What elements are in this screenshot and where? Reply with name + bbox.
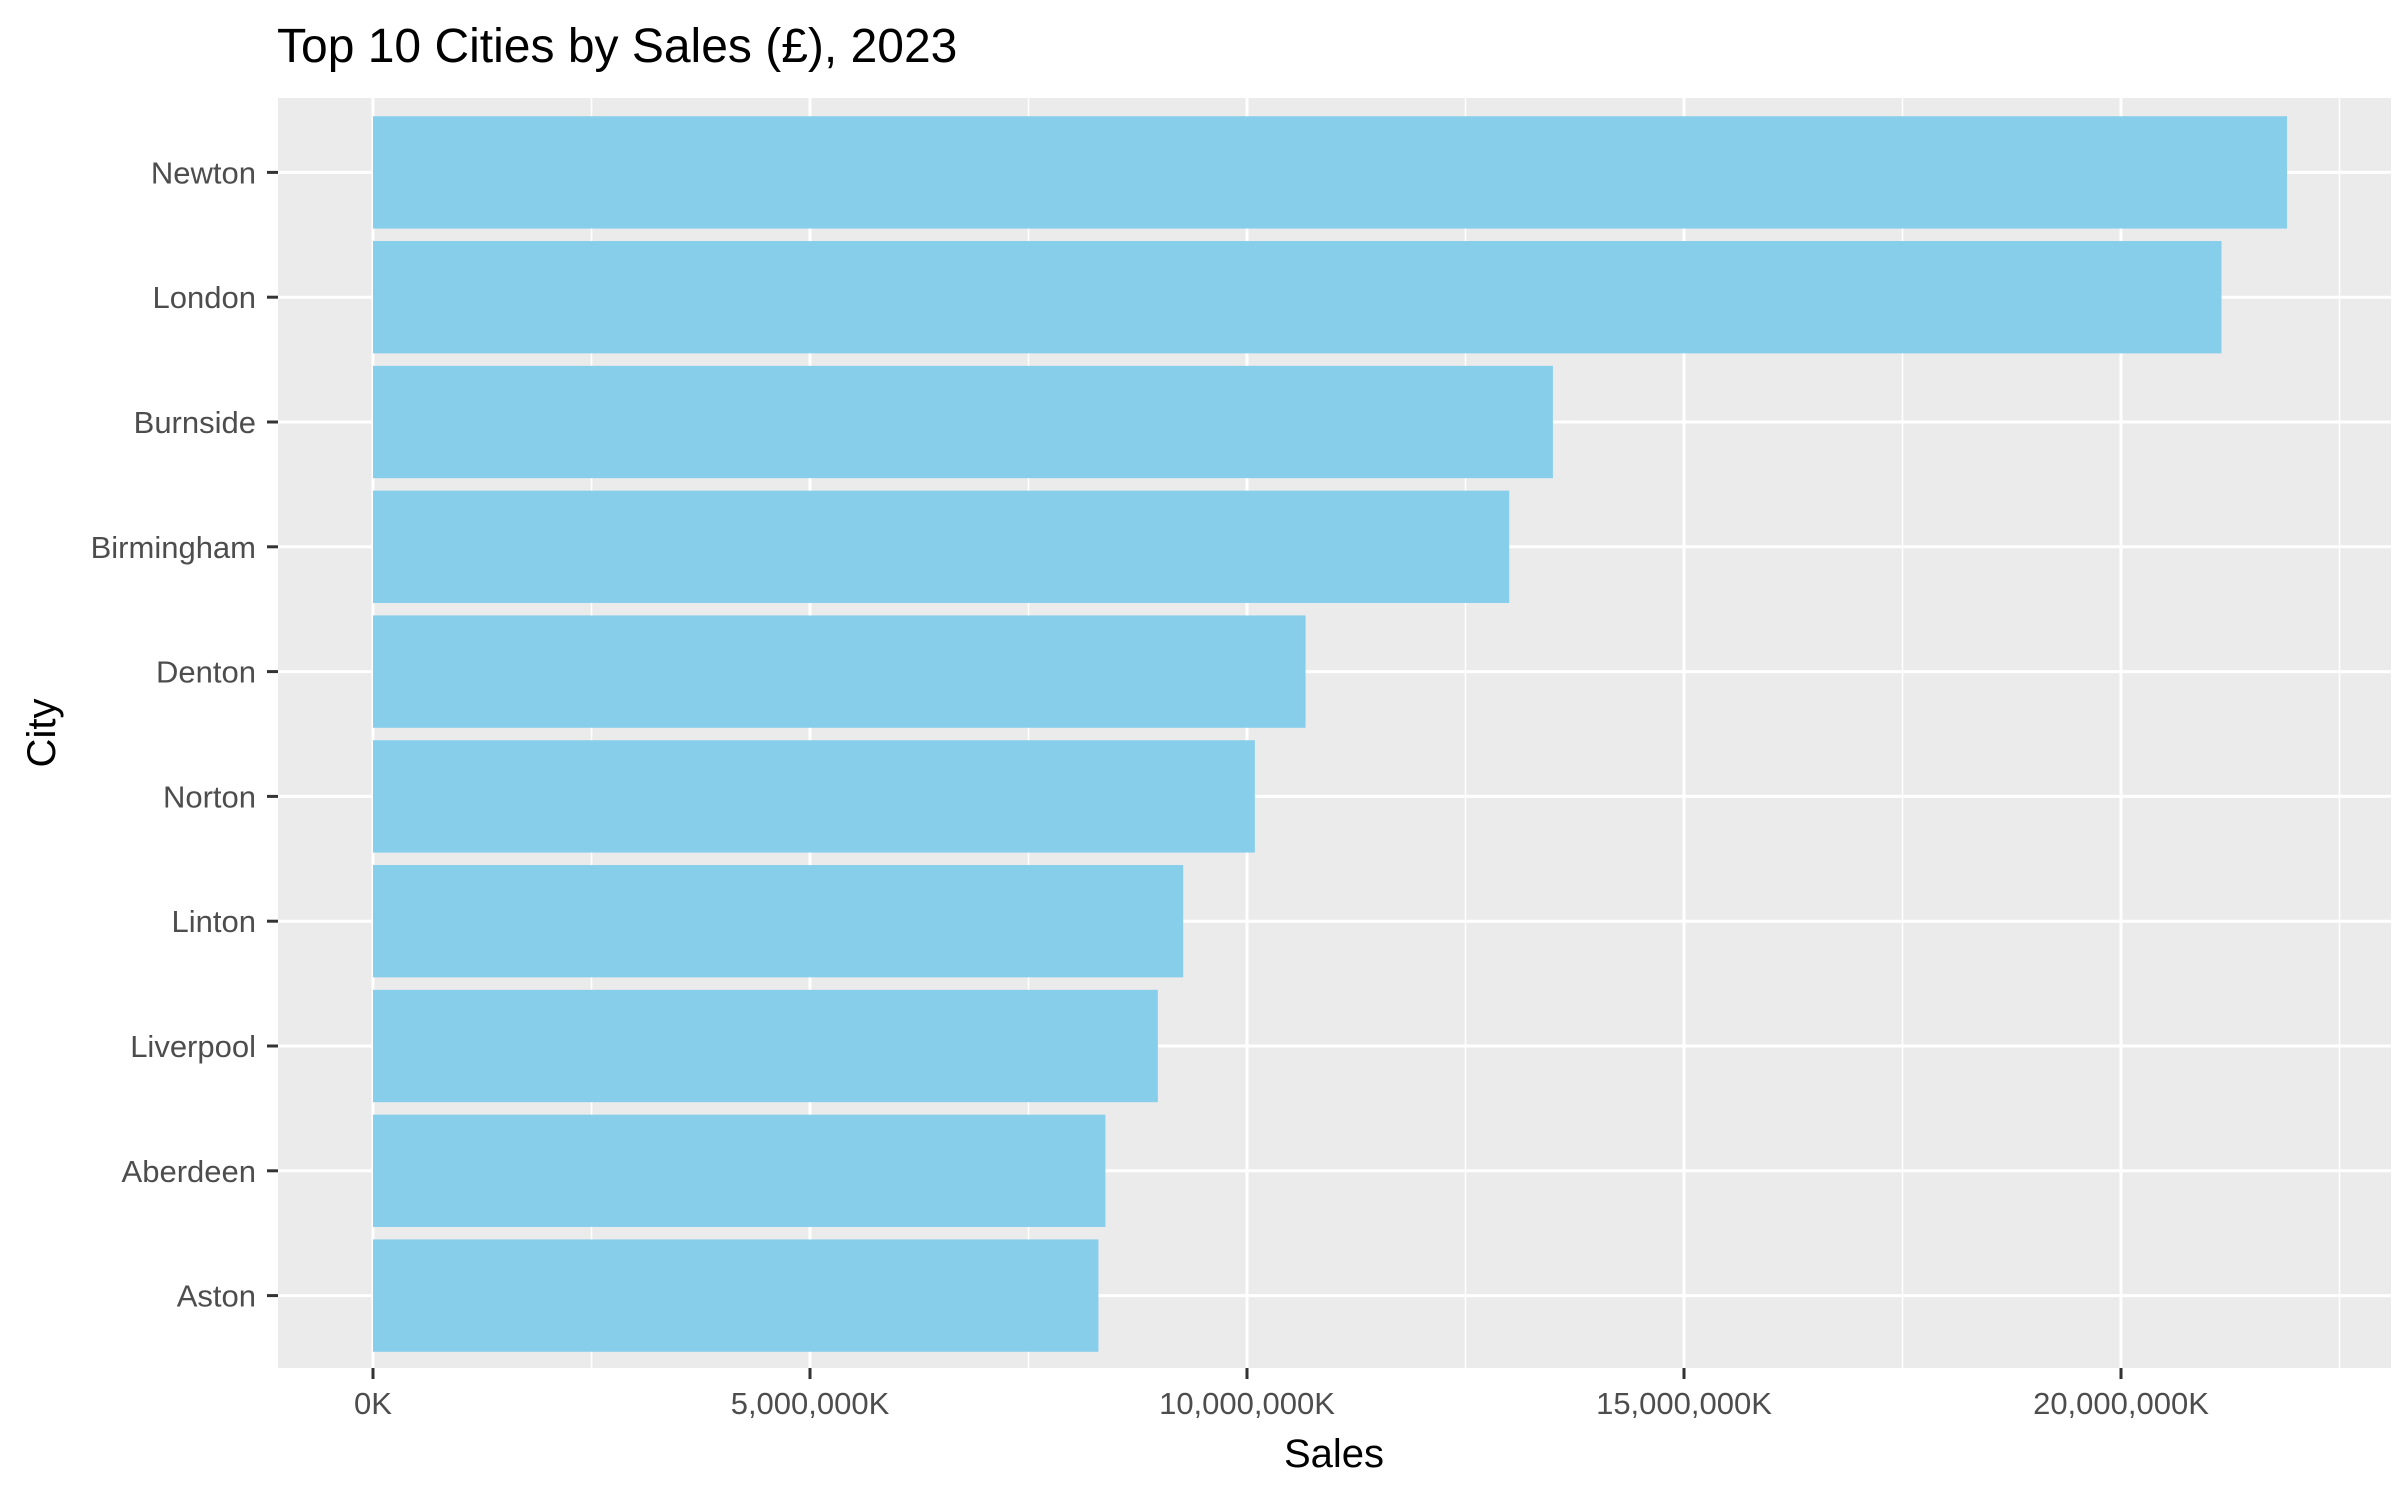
bar-norton [373, 740, 1255, 853]
bar-london [373, 241, 2222, 354]
bar-aberdeen [373, 1114, 1106, 1227]
y-tick-label: Liverpool [130, 1029, 256, 1064]
y-tick-label: Newton [151, 155, 256, 190]
bar-linton [373, 865, 1184, 978]
y-tick-label: London [153, 280, 256, 315]
x-axis-title: Sales [1284, 1432, 1384, 1476]
y-tick-label: Aberdeen [122, 1154, 256, 1189]
bar-liverpool [373, 989, 1158, 1103]
y-tick-label: Denton [156, 655, 256, 690]
bar-denton [373, 615, 1306, 728]
x-tick-label: 10,000,000K [1159, 1386, 1335, 1421]
bar-burnside [373, 365, 1553, 479]
y-axis-title: City [20, 699, 64, 768]
y-tick-label: Aston [177, 1279, 256, 1314]
y-tick-label: Birmingham [91, 530, 256, 565]
y-tick-label: Burnside [134, 405, 256, 440]
bar-birmingham [373, 490, 1510, 603]
bars [373, 116, 2288, 1352]
x-tick-label: 20,000,000K [2033, 1386, 2209, 1421]
y-tick-label: Norton [163, 779, 256, 814]
x-tick-label: 5,000,000K [731, 1386, 890, 1421]
x-tick-label: 15,000,000K [1596, 1386, 1772, 1421]
bar-aston [373, 1239, 1099, 1352]
x-axis: 0K 5,000,000K 10,000,000K 15,000,000K 20,000… [354, 1368, 2209, 1421]
y-tick-label: Linton [172, 904, 256, 939]
y-axis: Newton London Burnside Birmingham Denton Nort… [91, 155, 278, 1314]
bar-newton [373, 116, 2288, 229]
x-tick-label: 0K [354, 1386, 392, 1421]
chart-title: Top 10 Cities by Sales (£), 2023 [277, 20, 957, 73]
